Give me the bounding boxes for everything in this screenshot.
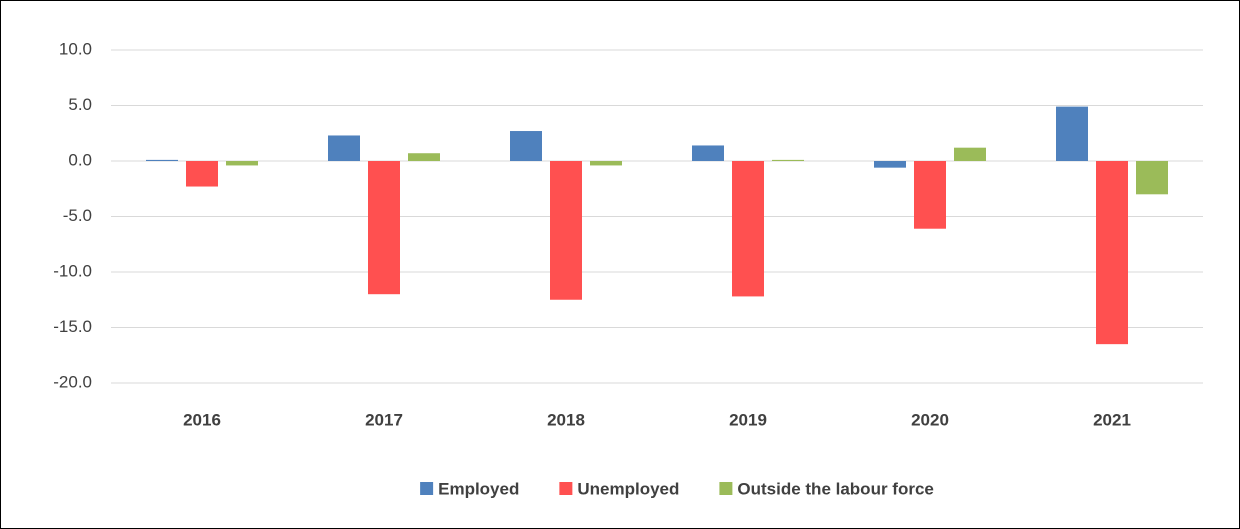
bar — [146, 159, 178, 161]
bar — [772, 159, 804, 161]
y-tick-label: -15.0 — [53, 317, 92, 336]
bar — [186, 161, 218, 187]
bar — [1096, 161, 1128, 345]
bar — [874, 161, 906, 168]
bar — [328, 135, 360, 161]
bar — [954, 147, 986, 161]
x-tick-label: 2017 — [365, 410, 403, 429]
legend-label: Employed — [438, 479, 519, 498]
x-tick-label: 2018 — [547, 410, 585, 429]
bar — [510, 131, 542, 161]
legend-swatch — [420, 482, 434, 495]
bar — [732, 161, 764, 297]
y-tick-label: -10.0 — [53, 261, 92, 280]
y-tick-label: 5.0 — [68, 95, 92, 114]
bar — [226, 161, 258, 166]
y-tick-label: -5.0 — [63, 206, 92, 225]
bar — [550, 161, 582, 300]
bar — [590, 161, 622, 166]
legend-swatch — [719, 482, 733, 495]
legend-label: Unemployed — [577, 479, 679, 498]
legend-label: Outside the labour force — [737, 479, 933, 498]
x-tick-label: 2016 — [183, 410, 221, 429]
bar — [368, 161, 400, 295]
x-tick-label: 2020 — [911, 410, 949, 429]
bar — [692, 145, 724, 161]
x-tick-label: 2019 — [729, 410, 767, 429]
y-tick-label: 10.0 — [59, 39, 92, 58]
legend-swatch — [559, 482, 573, 495]
bar — [1136, 161, 1168, 195]
bar — [914, 161, 946, 229]
y-tick-label: 0.0 — [68, 150, 92, 169]
bar — [1056, 106, 1088, 161]
y-tick-label: -20.0 — [53, 372, 92, 391]
x-tick-label: 2021 — [1093, 410, 1131, 429]
bar — [408, 153, 440, 161]
